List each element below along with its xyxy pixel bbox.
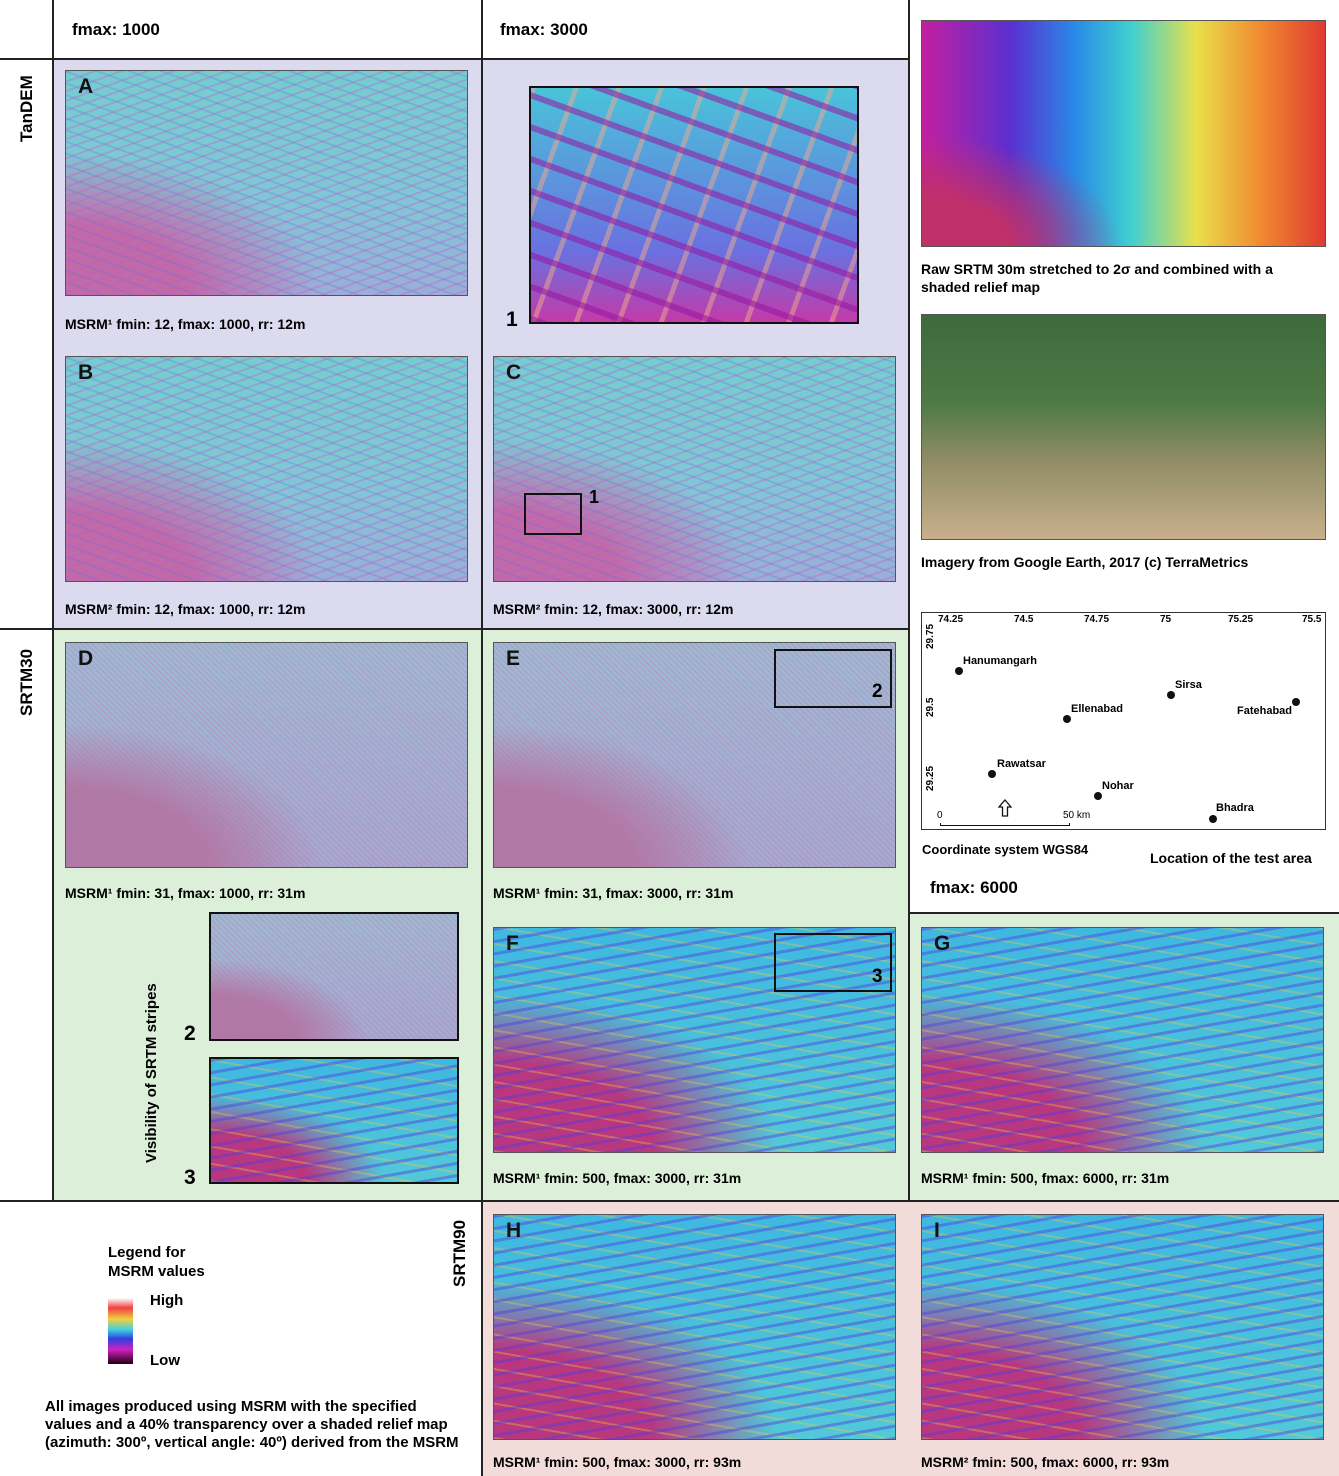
city-dot <box>1292 698 1300 706</box>
inset-label: 1 <box>506 308 518 331</box>
divider <box>908 0 910 1200</box>
divider <box>52 0 54 1200</box>
satellite-image <box>921 314 1326 540</box>
map-caption: Location of the test area <box>1150 850 1312 866</box>
panel-letter: D <box>78 647 94 670</box>
column-header: fmax: 6000 <box>930 878 1018 897</box>
column-header: fmax: 3000 <box>500 20 588 39</box>
lon-tick-label: 75.5 <box>1302 614 1322 625</box>
city-label: Ellenabad <box>1071 703 1123 715</box>
zoom-label: 1 <box>589 487 600 507</box>
panel-letter: F <box>506 932 519 955</box>
city-label: Rawatsar <box>997 758 1046 770</box>
city-label: Nohar <box>1102 780 1134 792</box>
panel-caption: MSRM¹ fmin: 31, fmax: 3000, rr: 31m <box>493 885 734 901</box>
panel-letter: H <box>506 1219 522 1242</box>
divider <box>0 628 908 630</box>
panel-caption: MSRM² fmin: 500, fmax: 6000, rr: 93m <box>921 1454 1170 1470</box>
inset-image <box>529 86 859 324</box>
panel-letter: A <box>78 75 94 98</box>
panel-image: G <box>921 927 1324 1153</box>
city-label: Sirsa <box>1175 679 1202 691</box>
panel-caption: MSRM¹ fmin: 500, fmax: 6000, rr: 31m <box>921 1170 1170 1186</box>
location-map: 74.25 74.5 74.75 75 75.25 75.5 29.75 29.… <box>921 612 1326 830</box>
panel-caption: MSRM¹ fmin: 31, fmax: 1000, rr: 31m <box>65 885 306 901</box>
city-label: Fatehabad <box>1237 705 1293 717</box>
zoom-box <box>524 493 582 535</box>
city-dot <box>1094 792 1102 800</box>
panel-letter: G <box>934 932 951 955</box>
city-dot <box>955 667 963 675</box>
city-dot <box>1063 715 1071 723</box>
lon-tick-label: 74.75 <box>1084 614 1110 625</box>
legend-low: Low <box>150 1352 180 1369</box>
panel-caption: MSRM¹ fmin: 500, fmax: 3000, rr: 93m <box>493 1454 742 1470</box>
north-arrow <box>998 799 1012 817</box>
column-header: fmax: 1000 <box>72 20 160 39</box>
city-dot <box>988 770 996 778</box>
scale-label: 50 km <box>1063 810 1091 821</box>
srtm-caption: Raw SRTM 30m stretched to 2σ and combine… <box>921 261 1273 295</box>
lat-tick-label: 29.5 <box>925 697 936 717</box>
panel-image: A <box>65 70 468 296</box>
legend-high: High <box>150 1292 184 1309</box>
crs-label: Coordinate system WGS84 <box>922 842 1089 857</box>
lat-tick-label: 29.75 <box>925 623 936 649</box>
panel-letter: C <box>506 361 522 384</box>
zoom-box <box>774 649 892 708</box>
divider <box>908 912 1339 914</box>
city-label: Hanumangarh <box>963 655 1037 667</box>
legend-colorbar <box>108 1298 133 1364</box>
divider <box>481 0 483 1476</box>
inset-side-label: Visibility of SRTM stripes <box>143 983 160 1163</box>
srtm-image <box>921 20 1326 247</box>
panel-caption: MSRM² fmin: 12, fmax: 3000, rr: 12m <box>493 601 734 617</box>
panel-image: I <box>921 1214 1324 1440</box>
lon-tick-label: 75.25 <box>1228 614 1254 625</box>
imagery-caption: Imagery from Google Earth, 2017 (c) Terr… <box>921 554 1249 570</box>
zoom-box <box>774 933 892 992</box>
inset-label: 3 <box>184 1166 196 1189</box>
row-label: TanDEM <box>17 75 36 142</box>
lon-tick-label: 74.25 <box>938 614 964 625</box>
city-label: Bhadra <box>1216 802 1254 814</box>
panel-image: B <box>65 356 468 582</box>
panel-letter: E <box>506 647 521 670</box>
row-label: SRTM30 <box>17 648 36 716</box>
inset-image <box>209 912 459 1041</box>
city-dot <box>1209 815 1217 823</box>
figure-note: All images produced using MSRM with the … <box>45 1398 459 1451</box>
inset-image <box>209 1057 459 1184</box>
zoom-label: 2 <box>872 681 883 702</box>
panel-image: C 1 <box>493 356 896 582</box>
lon-tick-label: 75 <box>1160 614 1172 625</box>
panel-image: H <box>493 1214 896 1440</box>
scale-bar <box>940 823 1070 826</box>
lon-tick-label: 74.5 <box>1014 614 1034 625</box>
panel-caption: MSRM² fmin: 12, fmax: 1000, rr: 12m <box>65 601 306 617</box>
city-dot <box>1167 691 1175 699</box>
scale-label: 0 <box>937 810 943 821</box>
panel-letter: I <box>934 1219 940 1242</box>
zoom-label: 3 <box>872 966 883 987</box>
panel-image: F 3 <box>493 927 896 1153</box>
divider <box>0 58 908 60</box>
row-label: SRTM90 <box>450 1219 469 1287</box>
panel-caption: MSRM¹ fmin: 12, fmax: 1000, rr: 12m <box>65 316 306 332</box>
legend-title: Legend for MSRM values <box>108 1244 205 1280</box>
panel-image: E 2 <box>493 642 896 868</box>
lat-tick-label: 29.25 <box>925 765 936 791</box>
panel-caption: MSRM¹ fmin: 500, fmax: 3000, rr: 31m <box>493 1170 742 1186</box>
divider <box>0 1200 1339 1202</box>
panel-letter: B <box>78 361 94 384</box>
panel-image: D <box>65 642 468 868</box>
inset-label: 2 <box>184 1022 196 1045</box>
